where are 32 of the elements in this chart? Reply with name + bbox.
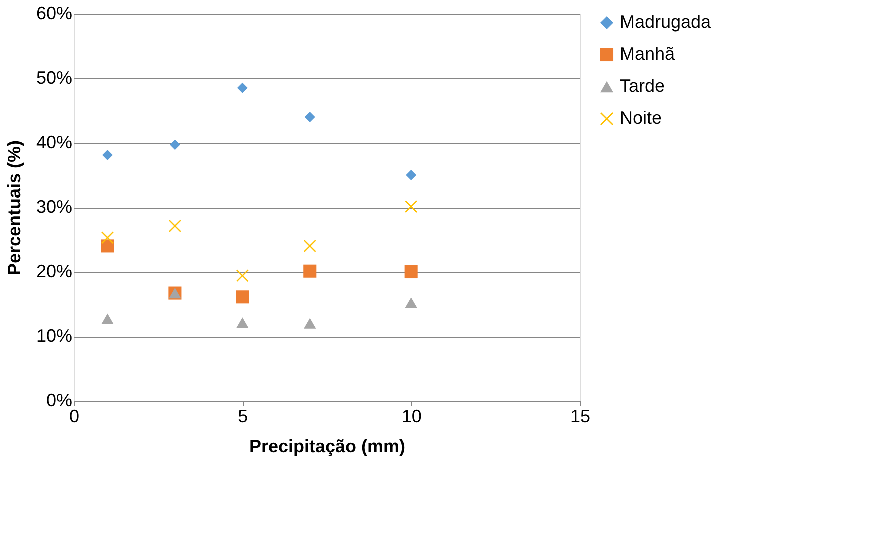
point [102, 150, 113, 160]
point [170, 140, 180, 150]
y-tick-label: 10% [36, 326, 72, 346]
point [236, 270, 249, 282]
y-tick-label: 30% [36, 197, 72, 217]
point [169, 220, 182, 232]
point [236, 318, 249, 328]
legend-label: Madrugada [620, 12, 712, 32]
y-tick-label: 50% [36, 68, 72, 88]
point [236, 290, 250, 304]
y-axis-title: Percentuais (%) [4, 140, 24, 276]
point [404, 265, 418, 279]
legend-label: Noite [620, 108, 662, 128]
x-tick-label: 10 [402, 406, 422, 426]
x-tick-label: 5 [238, 406, 248, 426]
point [406, 170, 417, 180]
point [102, 314, 114, 324]
point [405, 298, 418, 308]
y-tick-label: 60% [36, 4, 72, 24]
y-tick-label: 40% [36, 132, 72, 152]
legend-label: Manhã [620, 44, 676, 64]
point [304, 264, 317, 278]
x-tick-label: 15 [570, 406, 591, 426]
point [405, 200, 418, 213]
legend-label: Tarde [620, 76, 666, 96]
point [304, 240, 316, 252]
point [304, 112, 316, 122]
point [237, 82, 248, 94]
x-axis-title: Precipitação (mm) [249, 436, 406, 456]
point [304, 318, 316, 329]
y-tick-label: 20% [36, 262, 72, 282]
point [101, 240, 114, 253]
